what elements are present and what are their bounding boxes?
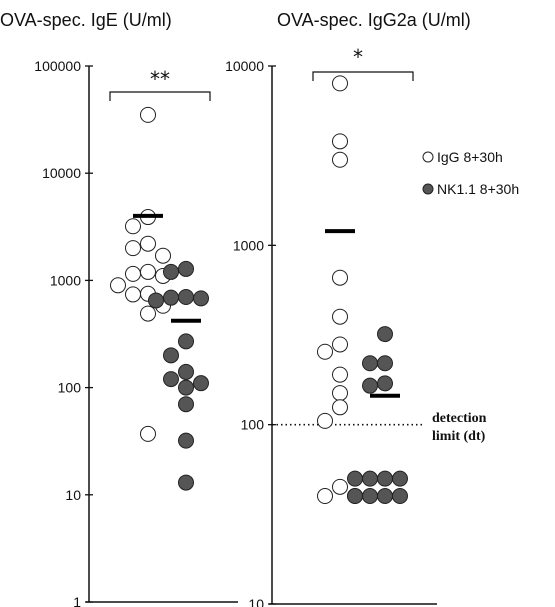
ige-point-igg (125, 240, 141, 257)
ige-significance-stars: ** (150, 67, 170, 91)
ige-point-nk11 (193, 375, 209, 392)
igg2a-point-nk11 (362, 488, 378, 505)
igg2a-point-nk11 (377, 488, 393, 505)
igg2a-point-nk11 (362, 470, 378, 487)
ige-point-igg (125, 286, 141, 303)
igg2a-point-igg (332, 75, 348, 92)
ige-point-nk11 (163, 263, 179, 280)
ige-tick-label: 1000 (50, 272, 81, 288)
igg2a-tick-label: 100 (241, 417, 265, 433)
panel-igg2a-title: OVA-spec. IgG2a (U/ml) (277, 10, 471, 30)
igg2a-point-igg (332, 269, 348, 286)
legend-label-igg: IgG 8+30h (437, 149, 503, 165)
ige-point-nk11 (193, 290, 209, 307)
ige-point-nk11 (163, 347, 179, 364)
igg2a-point-igg (317, 412, 333, 429)
igg2a-tick-label: 1000 (233, 237, 264, 253)
ige-point-nk11 (178, 396, 194, 413)
ige-point-nk11 (178, 432, 194, 449)
igg2a-tick-label: 10 (248, 596, 264, 607)
legend-label-nk11: NK1.1 8+30h (437, 181, 519, 197)
igg2a-point-igg (332, 366, 348, 383)
igg2a-point-nk11 (377, 326, 393, 343)
igg2a-point-nk11 (362, 377, 378, 394)
ige-point-igg (140, 305, 156, 322)
ige-tick-label: 10000 (42, 165, 81, 181)
ige-point-nk11 (178, 474, 194, 491)
igg2a-point-igg (317, 488, 333, 505)
ige-point-igg (140, 425, 156, 442)
igg2a-point-igg (332, 478, 348, 495)
ige-point-nk11 (178, 379, 194, 396)
ige-tick-label: 10 (65, 487, 81, 503)
igg2a-point-igg (332, 308, 348, 325)
igg2a-point-igg (332, 151, 348, 168)
ige-point-nk11 (178, 363, 194, 380)
ige-tick-label: 1 (73, 594, 81, 607)
igg2a-point-igg (332, 133, 348, 150)
legend-filled-marker (422, 183, 434, 195)
ige-point-igg (140, 106, 156, 123)
legend-open-marker (422, 151, 434, 163)
ige-point-igg (125, 218, 141, 235)
igg2a-point-nk11 (377, 375, 393, 392)
igg2a-tick-label: 10000 (225, 58, 264, 74)
igg2a-significance-stars: * (353, 45, 363, 69)
igg2a-point-nk11 (362, 355, 378, 372)
igg2a-point-nk11 (392, 470, 408, 487)
ige-point-igg (140, 263, 156, 280)
ige-significance-bracket (109, 91, 211, 101)
ige-point-igg (125, 265, 141, 282)
ige-tick-label: 100000 (34, 58, 81, 74)
igg2a-point-igg (332, 385, 348, 402)
ige-point-igg (110, 277, 126, 294)
ige-point-nk11 (163, 289, 179, 306)
ige-tick-label: 100 (58, 380, 82, 396)
ige-point-nk11 (178, 260, 194, 277)
ige-point-nk11 (178, 289, 194, 306)
igg2a-point-nk11 (347, 470, 363, 487)
igg2a-point-igg (332, 336, 348, 353)
ige-point-igg (155, 247, 171, 264)
ige-point-nk11 (148, 292, 164, 309)
panel-ige-title: OVA-spec. IgE (U/ml) (0, 10, 172, 30)
ige-point-igg (140, 235, 156, 252)
igg2a-point-nk11 (377, 355, 393, 372)
igg2a-point-nk11 (347, 488, 363, 505)
detection-limit-label: detection (432, 411, 487, 426)
igg2a-point-igg (317, 343, 333, 360)
ige-point-nk11 (163, 371, 179, 388)
igg2a-point-nk11 (392, 488, 408, 505)
ige-point-nk11 (178, 333, 194, 350)
detection-limit-label-2: limit (dt) (432, 429, 486, 444)
igg2a-point-igg (332, 399, 348, 416)
igg2a-significance-bracket (312, 71, 414, 81)
igg2a-point-nk11 (377, 470, 393, 487)
